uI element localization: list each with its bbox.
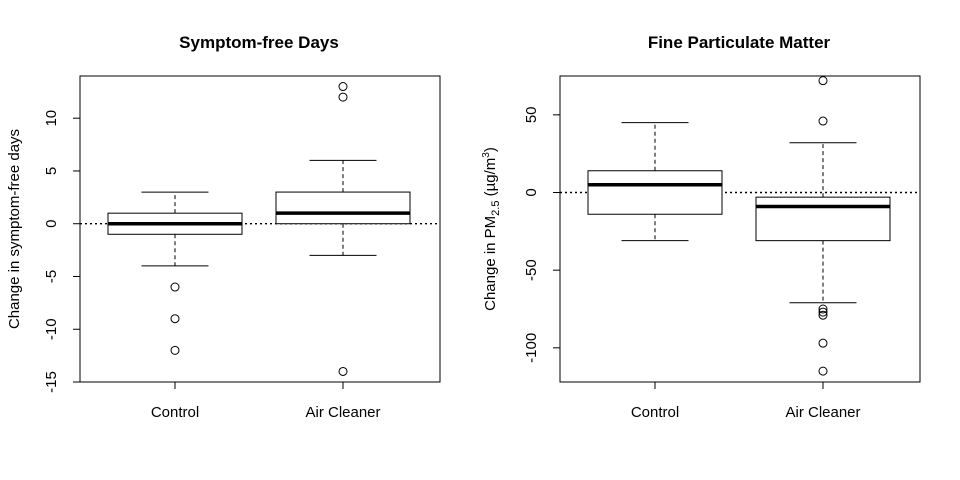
chart-title: Symptom-free Days [179, 33, 339, 52]
y-tick-label: 5 [43, 167, 60, 175]
y-tick-label: -15 [43, 371, 60, 393]
outlier-point [339, 83, 347, 91]
box-control [108, 192, 242, 354]
interquartile-box [276, 192, 410, 224]
outlier-point [339, 367, 347, 375]
outlier-point [339, 93, 347, 101]
panel-symptom-free-days: Symptom-free Days -15 -10 -5 0 5 10 Change in s… [6, 33, 440, 421]
chart-title: Fine Particulate Matter [648, 33, 831, 52]
box-air-cleaner [756, 77, 890, 375]
box-air-cleaner [276, 83, 410, 376]
y-tick-label: 0 [43, 220, 60, 228]
y-tick-label: 50 [523, 106, 540, 123]
outlier-point [819, 367, 827, 375]
outlier-point [171, 346, 179, 354]
y-axis-label-subscript: 2.5 [490, 201, 502, 216]
x-tick-label: Control [631, 404, 679, 421]
y-tick-label: -100 [523, 333, 540, 363]
y-tick-label: 0 [523, 188, 540, 196]
x-tick-label: Air Cleaner [785, 404, 860, 421]
interquartile-box [588, 171, 722, 214]
y-axis-label-prefix: Change in PM [482, 216, 499, 311]
x-tick-label: Air Cleaner [305, 404, 380, 421]
outlier-point [819, 77, 827, 85]
outlier-point [171, 315, 179, 323]
outlier-point [171, 283, 179, 291]
y-tick-label: -10 [43, 318, 60, 340]
y-axis-label-unit: (µg/m [482, 158, 499, 201]
y-axis-label-suffix: ) [482, 147, 499, 152]
box-control [588, 123, 722, 241]
y-axis-label: Change in PM2.5 (µg/m3) [481, 147, 502, 311]
outlier-point [819, 117, 827, 125]
y-tick-label: 10 [43, 110, 60, 127]
x-tick-label: Control [151, 404, 199, 421]
y-tick-label: -50 [523, 259, 540, 281]
y-tick-label: -5 [43, 270, 60, 283]
outlier-point [819, 339, 827, 347]
interquartile-box [756, 197, 890, 240]
panel-fine-particulate-matter: Fine Particulate Matter -100 -50 0 50 Change … [481, 33, 920, 421]
y-axis-label: Change in symptom-free days [6, 129, 23, 329]
